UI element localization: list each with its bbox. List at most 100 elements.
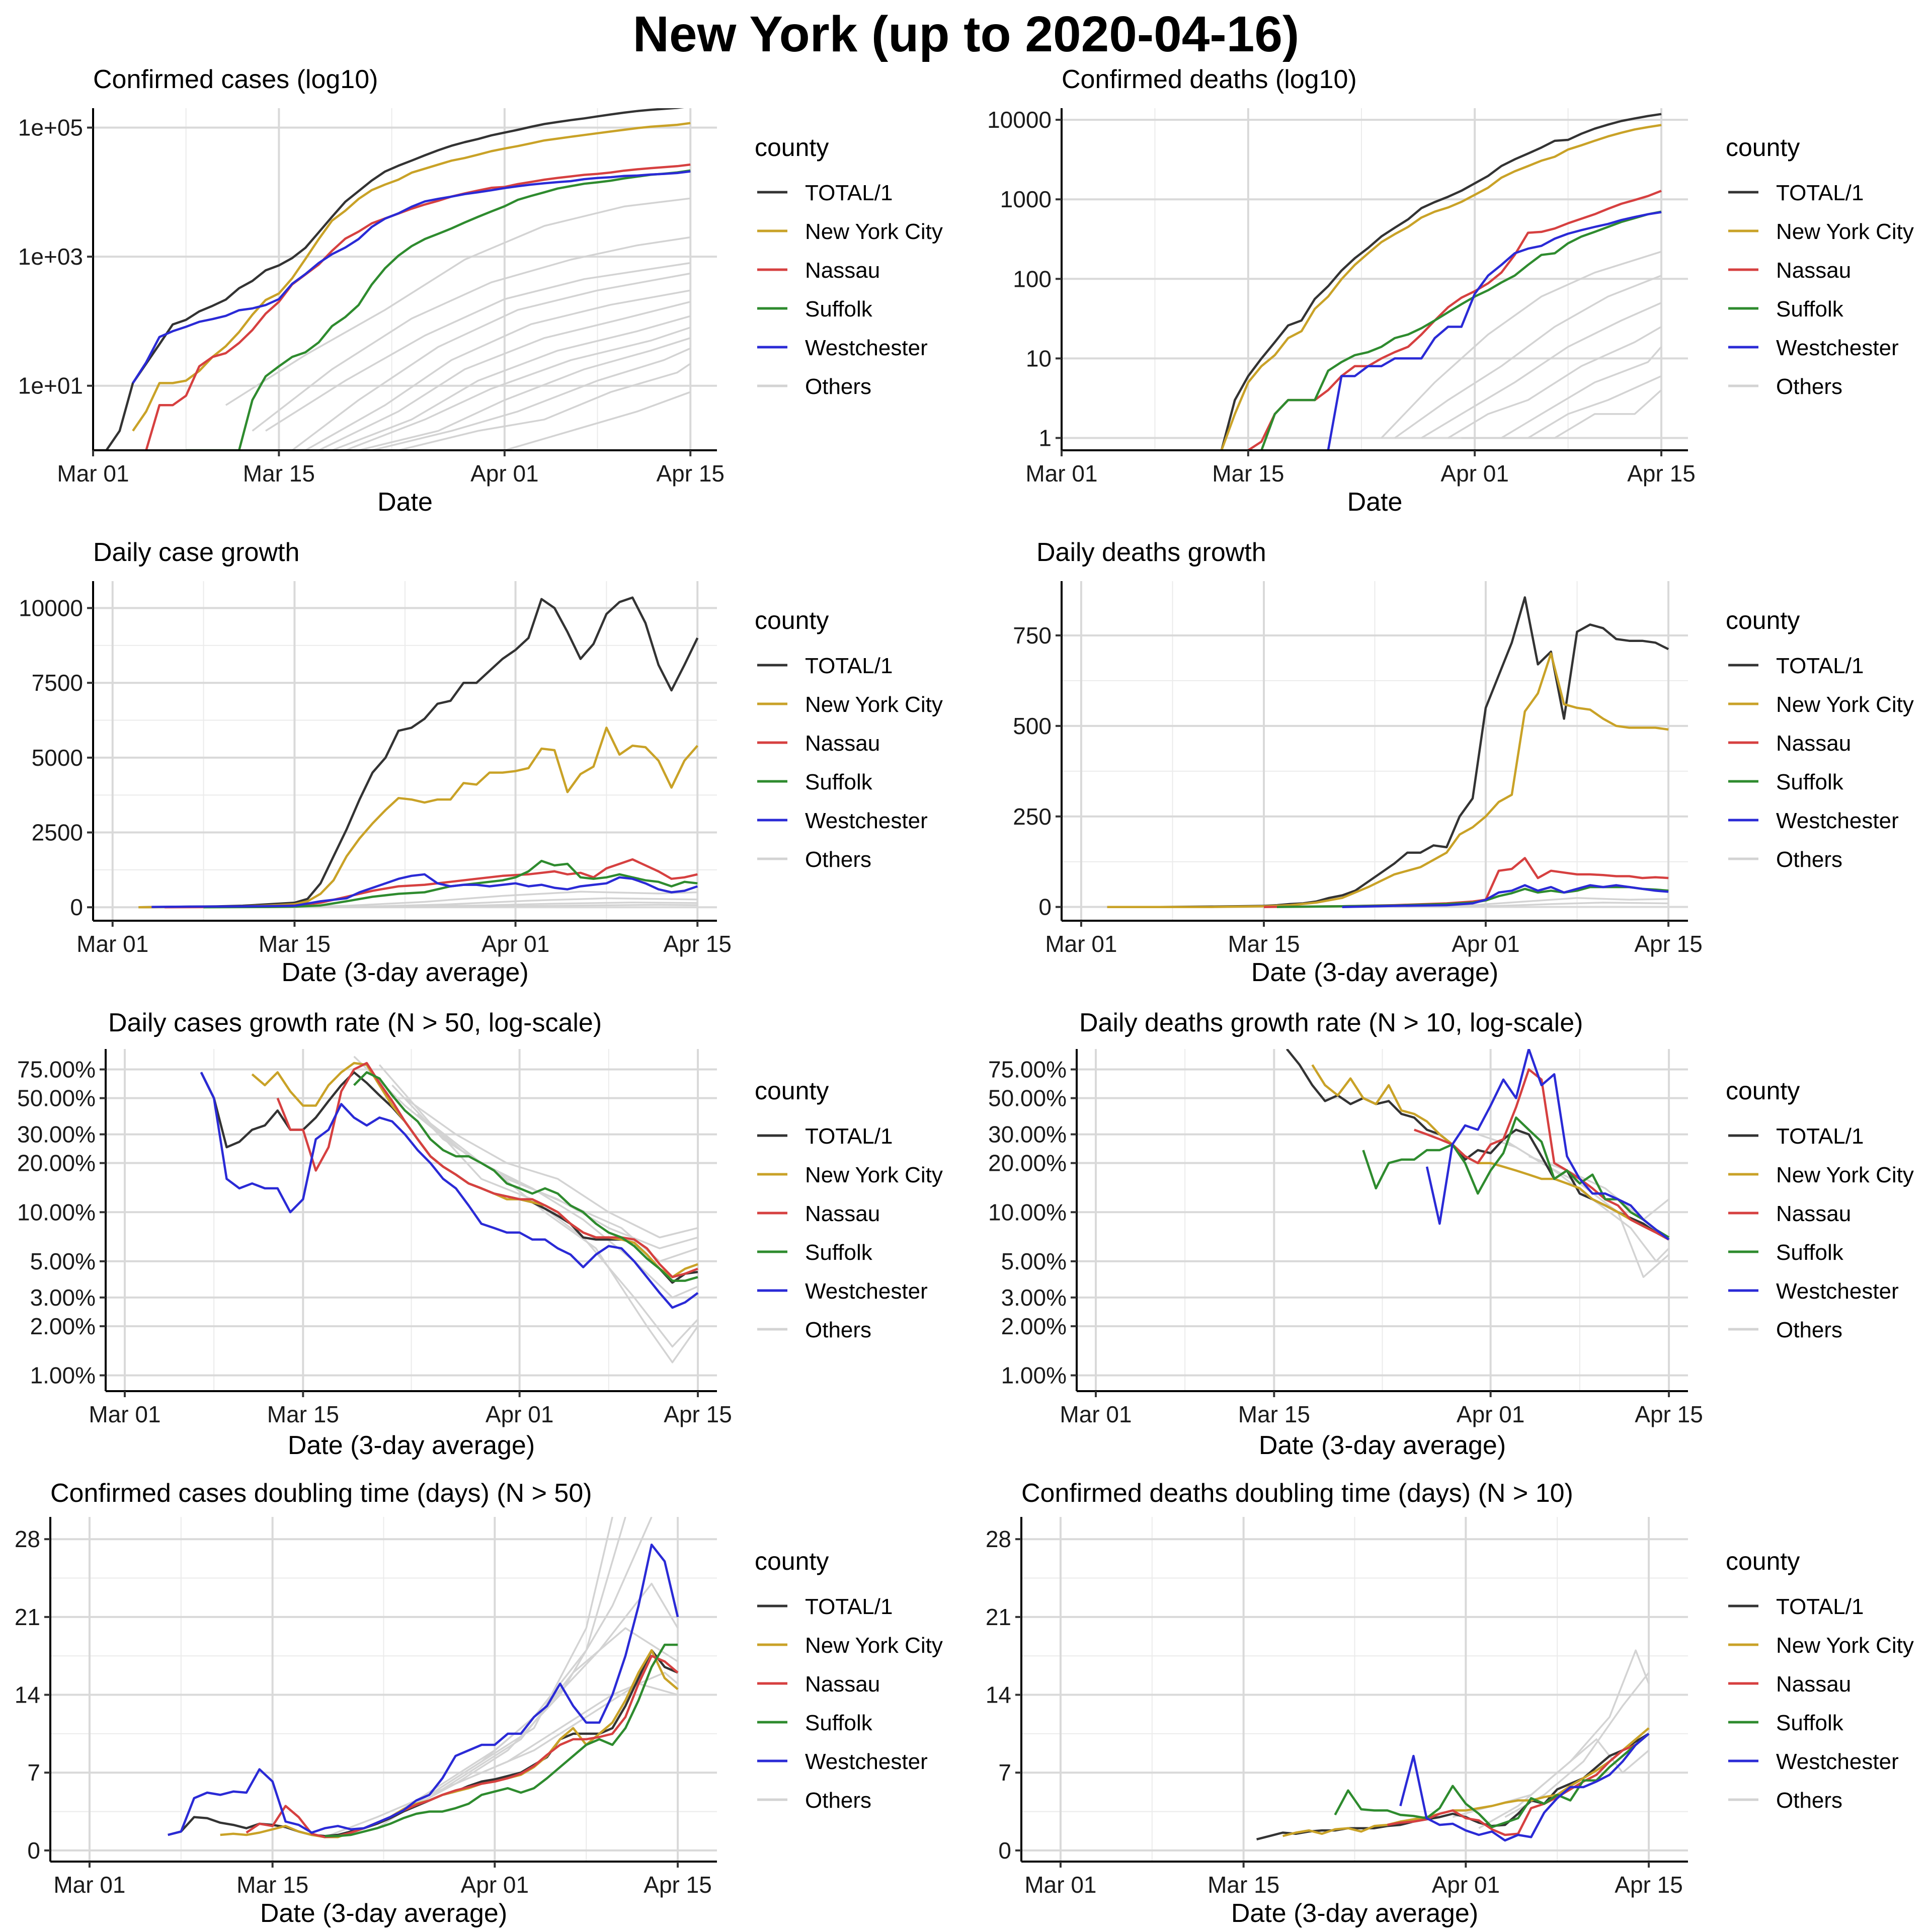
legend-entry: Others: [805, 847, 871, 872]
series-line-others: [252, 236, 691, 432]
series-line-others: [332, 315, 691, 450]
chart-panel-deaths-growth-rate: Mar 01 Mar 15 Apr 01 Apr 15 1.00% 2.00%3.00% 5…: [988, 1008, 1914, 1460]
legend-entry: New York City: [1776, 1163, 1914, 1187]
series-line-others: [403, 1671, 679, 1807]
legend-entry: Nassau: [805, 731, 880, 756]
legend-entry: TOTAL/1: [805, 1594, 893, 1619]
axes: Mar 01 Mar 15 Apr 01 Apr 15 0 7 14 21 28: [15, 1517, 717, 1898]
series-line-others: [378, 1064, 698, 1299]
x-tick-label: Mar 01: [1045, 931, 1117, 957]
y-tick-label: 20.00%: [17, 1150, 96, 1176]
legend-entry: Westchester: [1776, 1279, 1899, 1304]
legend-entry: Others: [805, 1318, 871, 1342]
legend-entry: Westchester: [805, 809, 928, 833]
legend: county TOTAL/1 New York City Nassau Suffolk W…: [1726, 606, 1914, 872]
series-lines: [168, 1517, 679, 1838]
series-line-westchester: [1399, 1733, 1650, 1842]
series-line-new-york-city: [1220, 124, 1662, 450]
chart-title: Daily deaths growth rate (N > 10, log-sc…: [1079, 1008, 1583, 1037]
series-line-others: [265, 262, 691, 432]
grid-lines: [1077, 1049, 1688, 1391]
grid-lines: [1061, 108, 1688, 450]
series-lines: [93, 108, 691, 450]
series-line-others: [353, 1056, 698, 1249]
series-line-others: [1504, 1672, 1650, 1818]
x-tick-label: Apr 01: [1452, 931, 1520, 957]
axes: Mar 01 Mar 15 Apr 01 Apr 15 0 7 14 21 28: [986, 1517, 1688, 1898]
series-line-others: [1381, 251, 1662, 439]
y-tick-label: 2500: [32, 820, 83, 846]
series-line-others: [391, 1084, 699, 1363]
y-tick-label: 250: [1013, 803, 1052, 830]
legend-title: county: [755, 606, 829, 634]
series-line-others: [1461, 346, 1662, 439]
legend-entry: New York City: [1776, 219, 1914, 244]
series-line-suffolk: [1260, 210, 1662, 450]
chart-panel-deaths-doubling-time: Mar 01 Mar 15 Apr 01 Apr 15 0 7 14 21 28 Confirme…: [986, 1479, 1914, 1928]
legend-entry: Suffolk: [1776, 1711, 1844, 1735]
y-tick-label: 1e+01: [18, 373, 83, 399]
chart-title: Daily case growth: [93, 538, 299, 567]
x-tick-label: Apr 15: [1635, 1401, 1703, 1427]
y-tick-label: 0: [70, 894, 83, 920]
series-line-others: [429, 1517, 613, 1796]
series-line-others: [358, 337, 691, 450]
series-line-others: [398, 363, 691, 450]
legend: county TOTAL/1 New York City Nassau Suffolk W…: [755, 133, 943, 399]
y-tick-label: 500: [1013, 713, 1052, 739]
x-tick-label: Mar 15: [236, 1872, 308, 1898]
x-tick-label: Apr 15: [656, 460, 725, 487]
legend-entry: Westchester: [805, 336, 928, 360]
series-line-suffolk: [186, 169, 691, 450]
x-axis-label: Date: [377, 488, 433, 517]
legend-entry: Suffolk: [805, 1240, 873, 1265]
chart-title: Daily cases growth rate (N > 50, log-sca…: [108, 1008, 602, 1037]
series-line-nassau: [1387, 1733, 1650, 1836]
series-line-others: [1503, 1138, 1670, 1278]
series-line-others: [425, 391, 691, 450]
x-tick-label: Mar 15: [1208, 1872, 1279, 1898]
legend-entry: Nassau: [805, 258, 880, 283]
legend-entry: New York City: [805, 219, 943, 244]
x-tick-label: Apr 01: [1457, 1401, 1525, 1427]
chart-panel-cases-doubling-time: Mar 01 Mar 15 Apr 01 Apr 15 0 7 14 21 28 Confirme…: [15, 1479, 943, 1928]
series-line-others: [225, 197, 691, 406]
y-tick-label: 30.00%: [988, 1121, 1067, 1148]
chart-title: Confirmed cases (log10): [93, 65, 378, 94]
legend: county TOTAL/1 New York City Nassau Suffolk W…: [1726, 1077, 1914, 1342]
legend-entry: TOTAL/1: [805, 181, 893, 205]
legend-entry: Westchester: [805, 1279, 928, 1304]
legend-title: county: [1726, 1547, 1800, 1575]
chart-title: Confirmed deaths (log10): [1062, 65, 1357, 94]
series-line-new-york-city: [138, 727, 698, 909]
grid-lines: [93, 581, 717, 921]
x-tick-label: Apr 01: [1440, 460, 1509, 487]
series-line-suffolk: [353, 1071, 698, 1282]
x-tick-label: Mar 01: [1025, 460, 1097, 487]
series-line-total-1: [1220, 113, 1662, 450]
x-axis-label: Date (3-day average): [260, 1899, 507, 1928]
y-tick-label: 3.00%: [30, 1284, 96, 1311]
legend-entry: Westchester: [1776, 1749, 1899, 1774]
series-line-others: [1394, 275, 1662, 439]
y-tick-label: 75.00%: [988, 1057, 1067, 1083]
y-tick-label: 10.00%: [988, 1199, 1067, 1225]
legend-entry: Nassau: [805, 1201, 880, 1226]
series-lines: [1256, 1649, 1650, 1842]
y-tick-label: 7: [998, 1759, 1011, 1786]
legend-entry: Westchester: [1776, 336, 1899, 360]
legend-entry: TOTAL/1: [1776, 1594, 1864, 1619]
series-line-others: [318, 301, 691, 450]
series-line-others: [376, 1682, 678, 1829]
series-line-total-1: [1107, 596, 1669, 908]
series-lines: [1220, 113, 1662, 450]
legend-entry: Nassau: [1776, 1672, 1851, 1697]
y-tick-label: 1000: [1000, 186, 1052, 212]
x-tick-label: Mar 15: [1212, 460, 1284, 487]
y-tick-label: 28: [15, 1526, 40, 1552]
grid-lines: [1062, 581, 1688, 921]
x-tick-label: Apr 01: [470, 460, 539, 487]
series-line-nassau: [165, 858, 698, 909]
y-tick-label: 2.00%: [1001, 1313, 1067, 1339]
